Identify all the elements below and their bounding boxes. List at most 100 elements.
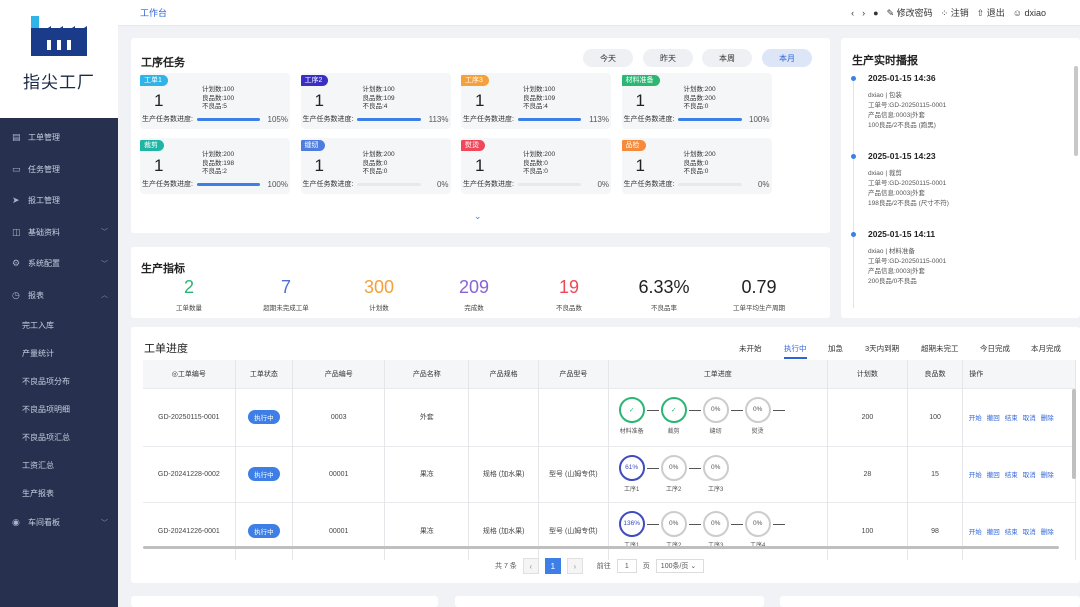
- prev-icon[interactable]: ‹: [851, 7, 855, 18]
- task-info-line: 计划数:200: [683, 151, 716, 158]
- feed-line: 工单号:GD-20250115-0001: [868, 102, 947, 109]
- task-footer: 生产任务数 进度: 113%: [463, 114, 609, 124]
- task-info-line: 良品数:109: [523, 94, 556, 102]
- task-card[interactable]: 裁剪 1 计划数:200 良品数:198 不良品:2 生产任务数 进度: 100%: [140, 138, 290, 194]
- range-button[interactable]: 昨天: [643, 49, 693, 67]
- sidebar-item-label: 报工管理: [28, 196, 60, 206]
- row-action-删除[interactable]: 删除: [1040, 415, 1054, 422]
- expand-icon[interactable]: ⌄: [474, 211, 482, 221]
- feed-time: 2025-01-15 14:23: [868, 151, 936, 161]
- sidebar-subitem[interactable]: 不良品项分布: [22, 376, 70, 386]
- task-count-label: 生产任务数: [142, 116, 177, 123]
- pager-page-button[interactable]: 1: [544, 558, 561, 574]
- row-action-取消[interactable]: 取消: [1022, 472, 1036, 479]
- sidebar-subitem[interactable]: 生产报表: [22, 488, 54, 498]
- row-action-删除[interactable]: 删除: [1040, 529, 1054, 537]
- table-cell: 执行中: [235, 445, 294, 502]
- task-progress-bar: [357, 117, 421, 121]
- task-info: 计划数:100 良品数:109 不良品:4: [363, 86, 395, 112]
- task-card[interactable]: 品检 1 计划数:200 良品数:0 不良品:0 生产任务数 进度: 0%: [621, 138, 772, 194]
- user-menu[interactable]: ☺ dxiao: [1012, 7, 1046, 18]
- row-action-开始[interactable]: 开始: [968, 472, 982, 479]
- range-button[interactable]: 本月: [762, 49, 812, 67]
- table-cell: GD-20241228-0002: [143, 445, 236, 502]
- row-action-结束[interactable]: 结束: [1004, 529, 1018, 537]
- sidebar-item[interactable]: ▤ 工单管理: [0, 122, 118, 154]
- task-count-label: 生产任务数: [463, 181, 498, 188]
- sidebar-item[interactable]: ➤ 报工管理: [0, 185, 118, 217]
- row-action-开始[interactable]: 开始: [968, 529, 982, 537]
- orders-tab[interactable]: 加急: [828, 344, 843, 353]
- change-password-label: 修改密码: [896, 8, 933, 18]
- task-info-line: 计划数:200: [362, 151, 395, 158]
- table-cell: 200: [827, 387, 908, 446]
- step-circle: 136%: [618, 510, 645, 537]
- feed-scrollbar[interactable]: [1074, 66, 1078, 156]
- orders-tab[interactable]: 本月完成: [1031, 344, 1061, 353]
- table-vscrollbar[interactable]: [1072, 389, 1076, 479]
- orders-tab[interactable]: 超期未完工: [921, 344, 959, 353]
- row-action-开始[interactable]: 开始: [968, 415, 982, 422]
- row-action-取消[interactable]: 取消: [1022, 529, 1036, 537]
- range-button[interactable]: 本周: [702, 49, 752, 67]
- metric-label: 不良品数: [556, 305, 582, 312]
- orders-tab[interactable]: 今日完成: [980, 344, 1010, 353]
- task-card[interactable]: 熨烫 1 计划数:200 良品数:0 不良品:0 生产任务数 进度: 0%: [461, 138, 611, 194]
- change-password-button[interactable]: ✎ 修改密码: [886, 8, 933, 18]
- chevron-down-icon: ︿: [101, 292, 108, 300]
- metric-value: 0.79: [741, 277, 777, 297]
- row-action-取消[interactable]: 取消: [1022, 415, 1036, 422]
- task-progress-bar: [678, 117, 742, 121]
- task-count: 1: [635, 156, 645, 175]
- task-info-line: 不良品:0: [362, 168, 388, 175]
- sidebar-subitem[interactable]: 产量统计: [22, 348, 54, 358]
- row-action-结束[interactable]: 结束: [1004, 415, 1018, 422]
- task-card[interactable]: 缝纫 1 计划数:200 良品数:0 不良品:0 生产任务数 进度: 0%: [300, 138, 451, 194]
- task-card[interactable]: 材料准备 1 计划数:200 良品数:200 不良品:0 生产任务数 进度: 100%: [621, 73, 772, 129]
- pager-prev-button[interactable]: ‹: [522, 558, 539, 574]
- feed-time: 2025-01-15 14:36: [868, 73, 936, 83]
- row-action-结束[interactable]: 结束: [1004, 472, 1018, 479]
- book-icon: ◫: [12, 226, 21, 237]
- pager-goto-input[interactable]: 1: [616, 559, 637, 573]
- orders-tab[interactable]: 执行中: [784, 343, 807, 359]
- table-hscrollbar[interactable]: [143, 546, 1059, 549]
- breadcrumb[interactable]: 工作台: [140, 8, 168, 18]
- pager-size-select[interactable]: 100条/页 ⌄: [655, 559, 704, 573]
- step-label: 工序3: [708, 486, 724, 493]
- step-label: 工序1: [624, 486, 640, 493]
- sidebar-item[interactable]: ◫ 基础资料 ﹀: [0, 217, 118, 249]
- row-action-撤回[interactable]: 撤回: [986, 529, 1000, 537]
- row-action-撤回[interactable]: 撤回: [986, 472, 1000, 479]
- logout-b-button[interactable]: ⇧ 退出: [976, 8, 1005, 18]
- sidebar-subitem[interactable]: 不良品项汇总: [22, 432, 70, 442]
- step-circle: ✓: [618, 396, 645, 423]
- sidebar-subitem[interactable]: 工资汇总: [22, 460, 54, 470]
- status-badge: 执行中: [248, 524, 280, 539]
- sidebar-item[interactable]: ▭ 任务管理: [0, 154, 118, 186]
- table-cell: 型号 (山姆专供): [538, 501, 609, 560]
- row-action-撤回[interactable]: 撤回: [986, 415, 1000, 422]
- github-icon[interactable]: ●: [873, 7, 879, 18]
- task-card[interactable]: 工序3 1 计划数:100 良品数:109 不良品:4 生产任务数 进度: 113%: [461, 73, 611, 129]
- sidebar-subitem[interactable]: 不良品项明细: [22, 404, 70, 414]
- sidebar-item[interactable]: ⚙ 系统配置 ﹀: [0, 248, 118, 280]
- pager-next-button[interactable]: ›: [566, 558, 583, 574]
- sidebar-subitem[interactable]: 完工入库: [22, 320, 54, 330]
- sidebar-item[interactable]: ◉ 车间看板 ﹀: [0, 507, 118, 539]
- next-icon[interactable]: ›: [862, 7, 866, 18]
- table-row[interactable]: GD-20241228-0002 执行中 00001 果冻 规格 (加水果) 型号 (山姆…: [143, 445, 1076, 502]
- logout-a-button[interactable]: ⁘ 注销: [940, 8, 969, 18]
- range-button[interactable]: 今天: [583, 49, 633, 67]
- sidebar-item[interactable]: ◷ 报表 ︿: [0, 280, 118, 312]
- task-card[interactable]: 工单1 1 计划数:100 良品数:100 不良品:5 生产任务数 进度: 105%: [140, 73, 290, 129]
- table-row[interactable]: GD-20241226-0001 执行中 00001 果冻 规格 (加水果) 型号 (山姆…: [143, 501, 1076, 560]
- orders-title: 工单进度: [144, 343, 188, 355]
- orders-tab[interactable]: 未开始: [739, 344, 762, 353]
- row-action-删除[interactable]: 删除: [1040, 472, 1054, 479]
- table-row[interactable]: GD-20250115-0001 执行中 0003 外套 ✓ 材料准备 ✓ 裁剪 0% 缝纫 0% 熨…: [143, 387, 1076, 446]
- feed-lines: dxiao | 裁剪 工单号:GD-20250115-0001 产品信息:0003|…: [868, 169, 949, 209]
- orders-tab[interactable]: 3天内到期: [865, 344, 900, 353]
- task-progress-label: 进度:: [337, 116, 354, 123]
- task-card[interactable]: 工序2 1 计划数:100 良品数:109 不良品:4 生产任务数 进度: 113%: [300, 73, 451, 129]
